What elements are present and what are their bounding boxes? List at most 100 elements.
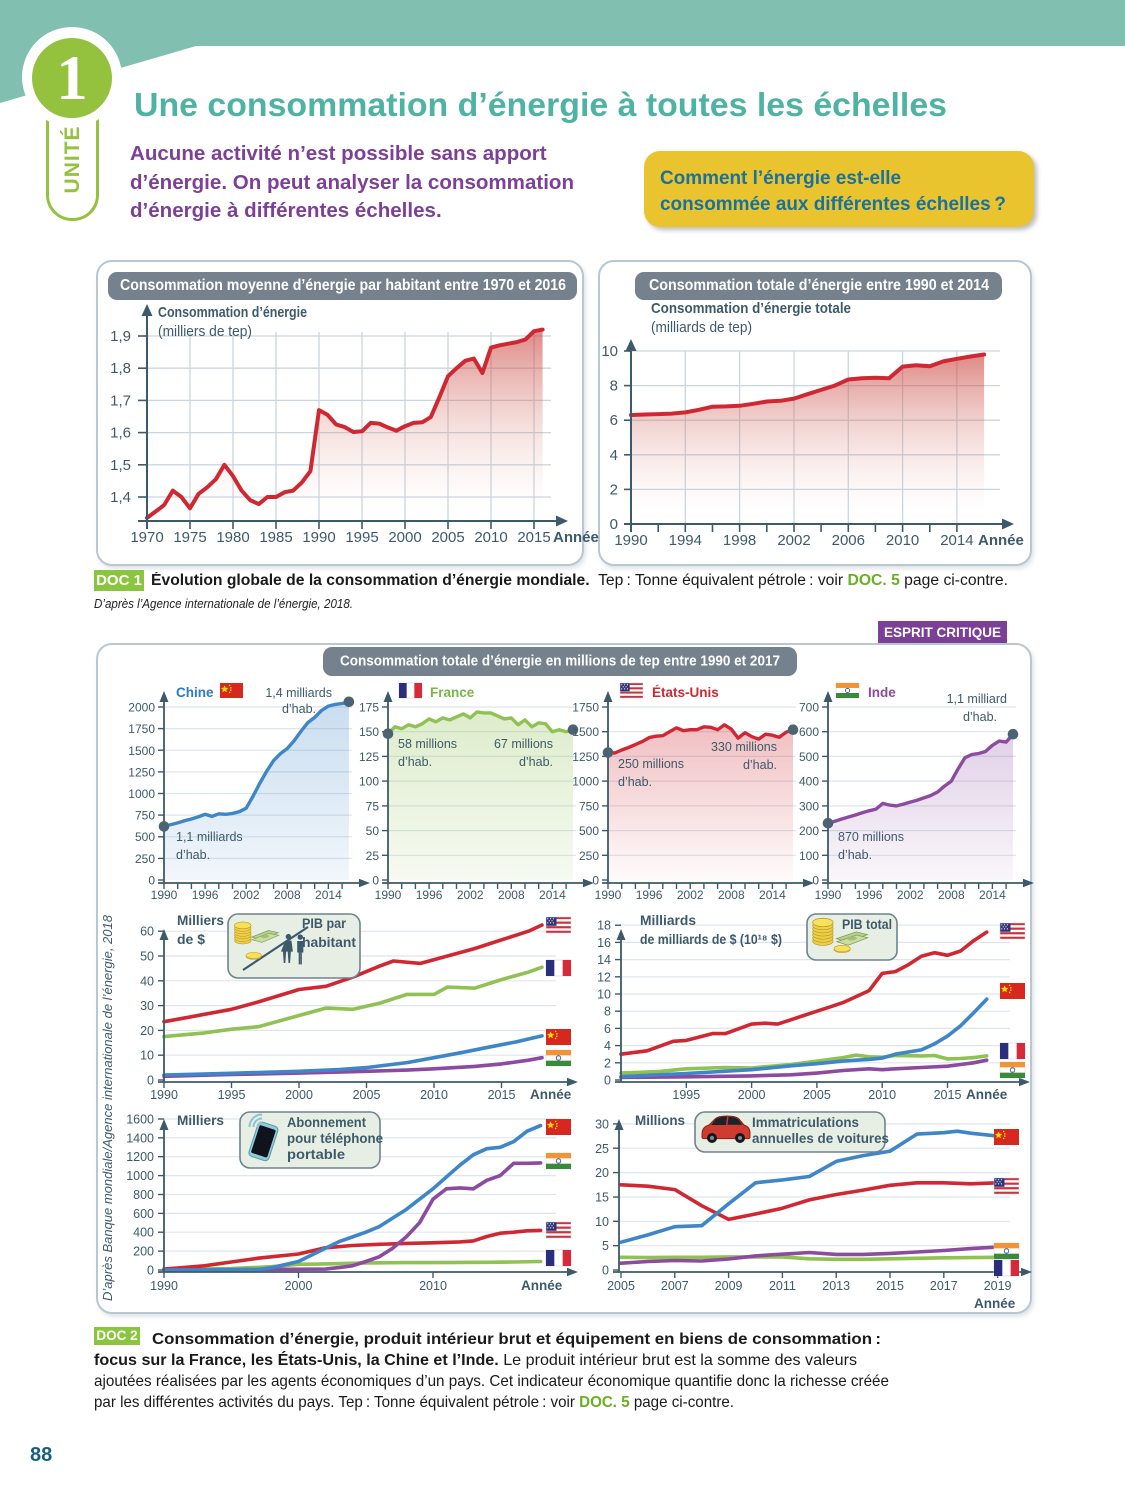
svg-text:600: 600 [799,725,819,739]
svg-text:1750: 1750 [128,722,155,736]
svg-text:1750: 1750 [572,701,599,715]
svg-text:(milliards de tep): (milliards de tep) [651,319,752,336]
svg-text:Consommation d’énergie: Consommation d’énergie [158,304,307,321]
svg-text:10: 10 [601,343,618,360]
svg-text:Milliards: Milliards [640,913,696,928]
svg-text:2002: 2002 [897,888,924,902]
svg-text:1996: 1996 [416,888,443,902]
svg-text:Année: Année [978,532,1024,549]
svg-text:20: 20 [595,1166,609,1180]
svg-text:1,4: 1,4 [110,489,131,506]
svg-text:4: 4 [610,447,618,464]
svg-text:d’hab.: d’hab. [963,710,997,724]
svg-text:1975: 1975 [173,529,206,546]
svg-text:Milliers: Milliers [177,1113,224,1128]
svg-text:annuelles de voitures: annuelles de voitures [752,1131,889,1146]
svg-text:d’hab.: d’hab. [176,848,210,862]
svg-text:2000: 2000 [738,1088,766,1102]
svg-text:16: 16 [597,936,611,950]
svg-text:50: 50 [140,950,154,964]
svg-text:4: 4 [604,1039,611,1053]
svg-text:67 millions: 67 millions [494,737,553,751]
svg-text:1995: 1995 [345,529,378,546]
svg-text:1,1 milliards: 1,1 milliards [176,830,243,844]
svg-text:1990: 1990 [595,888,622,902]
svg-text:8: 8 [604,1005,611,1019]
svg-text:1990: 1990 [150,1088,178,1102]
svg-text:1996: 1996 [856,888,883,902]
svg-text:2014: 2014 [759,888,786,902]
svg-text:Millions: Millions [635,1113,685,1128]
svg-text:1,6: 1,6 [110,425,131,442]
svg-text:2010: 2010 [474,529,507,546]
svg-text:250 millions: 250 millions [618,757,684,771]
svg-text:1500: 1500 [572,725,599,739]
svg-text:330 millions: 330 millions [711,740,777,754]
svg-text:100: 100 [799,849,819,863]
svg-text:250: 250 [135,852,155,866]
svg-text:1,8: 1,8 [110,360,131,377]
svg-text:2: 2 [610,481,618,498]
svg-text:750: 750 [135,809,155,823]
svg-text:2009: 2009 [715,1279,743,1293]
svg-text:Immatriculations: Immatriculations [752,1115,859,1130]
svg-text:15: 15 [595,1191,609,1205]
svg-text:1,5: 1,5 [110,457,131,474]
svg-text:6: 6 [610,412,618,429]
svg-text:1250: 1250 [128,765,155,779]
svg-text:1994: 1994 [669,532,702,549]
svg-text:0: 0 [602,1264,609,1278]
svg-text:2000: 2000 [388,529,421,546]
svg-text:Année: Année [521,1278,563,1293]
svg-text:200: 200 [133,1245,154,1259]
svg-text:1996: 1996 [636,888,663,902]
svg-text:Inde: Inde [868,685,896,700]
svg-text:2015: 2015 [934,1088,962,1102]
svg-text:d’hab.: d’hab. [282,702,316,716]
svg-text:30: 30 [140,999,154,1013]
svg-text:10: 10 [595,1215,609,1229]
svg-text:250: 250 [579,849,599,863]
svg-text:20: 20 [140,1024,154,1038]
svg-text:2017: 2017 [930,1279,958,1293]
svg-text:125: 125 [359,750,379,764]
svg-text:1200: 1200 [126,1150,154,1164]
svg-text:2005: 2005 [431,529,464,546]
svg-text:France: France [430,685,475,700]
svg-text:2015: 2015 [517,529,550,546]
svg-text:0: 0 [148,874,155,888]
svg-text:2011: 2011 [769,1279,796,1293]
svg-text:0: 0 [610,516,618,533]
svg-text:8: 8 [610,378,618,395]
svg-text:1990: 1990 [150,1279,178,1293]
svg-text:2014: 2014 [315,888,342,902]
svg-text:2008: 2008 [938,888,965,902]
svg-text:2005: 2005 [607,1279,635,1293]
svg-text:0: 0 [147,1264,154,1278]
svg-text:0: 0 [372,874,379,888]
svg-text:1995: 1995 [672,1088,700,1102]
svg-text:d’hab.: d’hab. [519,755,553,769]
svg-text:40: 40 [140,974,154,988]
svg-text:1990: 1990 [815,888,842,902]
svg-text:2008: 2008 [274,888,301,902]
svg-text:18: 18 [597,919,611,933]
svg-text:PIB total: PIB total [842,917,892,932]
svg-text:1500: 1500 [128,744,155,758]
svg-text:1980: 1980 [216,529,249,546]
svg-text:D’après Banque mondiale/Agence: D’après Banque mondiale/Agence internati… [100,914,115,1301]
svg-text:25: 25 [366,849,380,863]
svg-text:2008: 2008 [718,888,745,902]
svg-text:0: 0 [812,874,819,888]
svg-text:800: 800 [133,1188,154,1202]
svg-text:PIB par: PIB par [302,916,347,931]
svg-text:1,7: 1,7 [110,392,131,409]
svg-text:400: 400 [799,775,819,789]
svg-text:400: 400 [133,1226,154,1240]
svg-text:2000: 2000 [285,1279,313,1293]
svg-text:1600: 1600 [126,1113,154,1127]
svg-text:2008: 2008 [498,888,525,902]
svg-text:Année: Année [974,1296,1016,1311]
svg-text:d’hab.: d’hab. [398,755,432,769]
svg-text:2002: 2002 [677,888,704,902]
